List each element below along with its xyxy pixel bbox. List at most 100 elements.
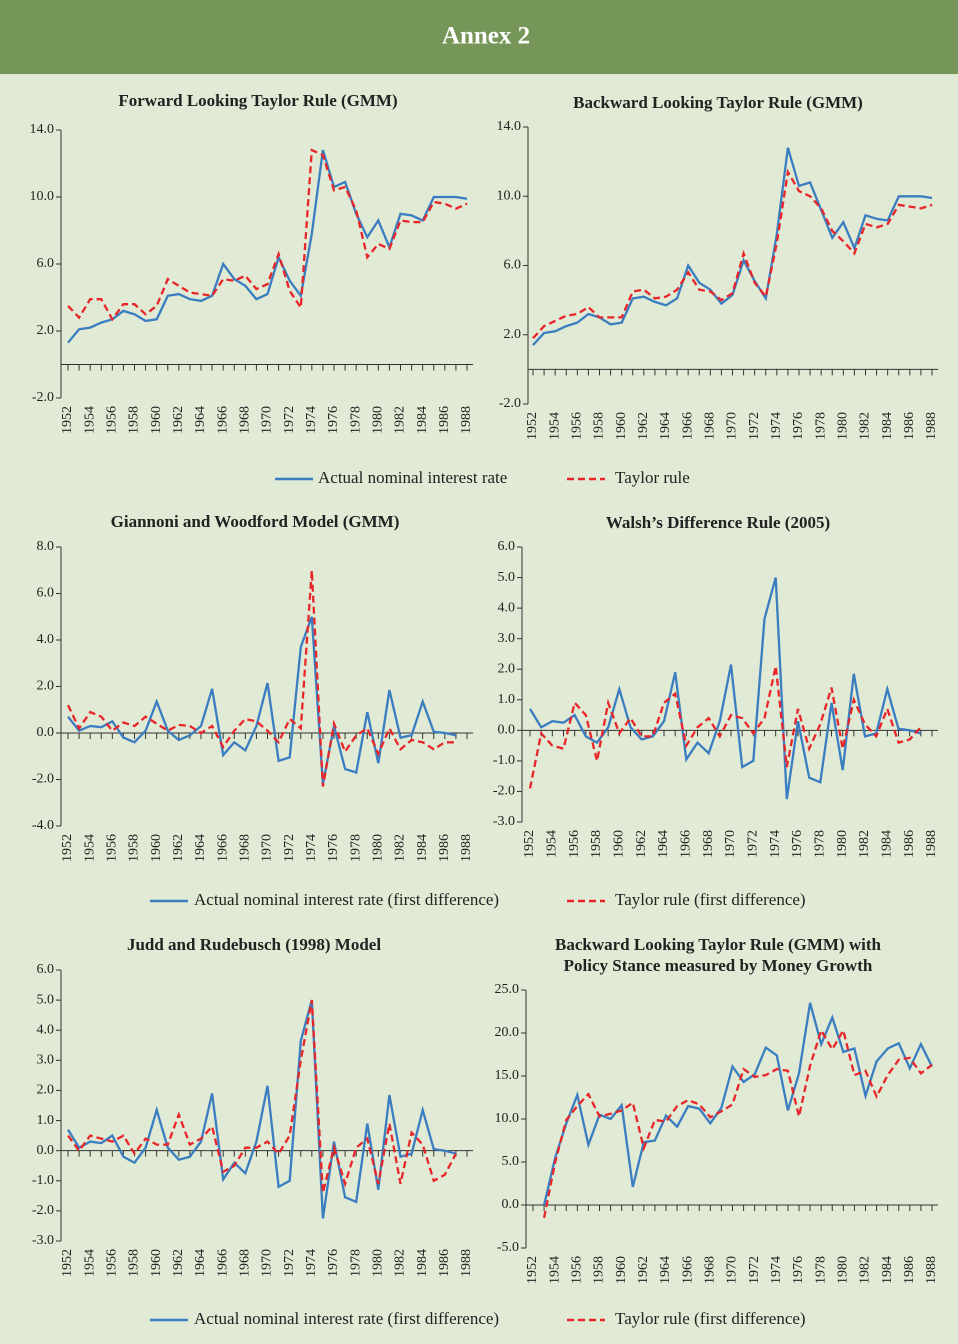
x-tick-label: 1984 (415, 834, 430, 862)
chart-title: Backward Looking Taylor Rule (GMM) (573, 93, 863, 112)
y-tick-label: 2.0 (37, 679, 55, 694)
x-tick-label: 1978 (348, 1249, 363, 1277)
x-tick-label: 1964 (193, 834, 208, 862)
legend-label: Actual nominal interest rate (first diff… (194, 1309, 499, 1328)
x-tick-label: 1978 (813, 830, 828, 858)
x-tick-label: 1954 (547, 1256, 562, 1284)
y-tick-label: 5.0 (502, 1154, 520, 1169)
chart-title: Giannoni and Woodford Model (GMM) (111, 512, 400, 531)
x-tick-label: 1978 (813, 412, 828, 440)
x-tick-label: 1960 (614, 1256, 629, 1284)
y-tick-label: 5.0 (37, 992, 55, 1007)
x-tick-label: 1968 (703, 412, 718, 440)
legend-label: Actual nominal interest rate (318, 468, 507, 487)
x-tick-label: 1978 (348, 834, 363, 862)
x-tick-label: 1956 (105, 1249, 120, 1277)
series-line (66, 570, 456, 787)
y-tick-label: 10.0 (495, 1111, 520, 1126)
x-tick-label: 1980 (371, 406, 386, 434)
x-tick-label: 1976 (790, 830, 805, 858)
y-tick-label: 25.0 (495, 982, 520, 997)
x-tick-label: 1968 (238, 1249, 253, 1277)
x-tick-label: 1976 (791, 412, 806, 440)
x-tick-label: 1980 (835, 830, 850, 858)
x-tick-label: 1954 (82, 1249, 97, 1277)
series-line (528, 665, 922, 789)
y-tick-label: -2.0 (493, 784, 515, 799)
x-tick-label: 1960 (149, 406, 164, 434)
x-tick-label: 1952 (60, 834, 75, 862)
x-tick-label: 1988 (924, 412, 939, 440)
y-tick-label: 5.0 (498, 570, 516, 585)
y-tick-label: -2.0 (32, 772, 54, 787)
x-tick-label: 1954 (547, 412, 562, 440)
x-tick-label: 1984 (880, 412, 895, 440)
x-tick-label: 1958 (127, 406, 142, 434)
y-tick-label: 14.0 (497, 119, 522, 134)
x-tick-label: 1974 (304, 406, 319, 434)
x-tick-label: 1970 (725, 412, 740, 440)
y-tick-label: 14.0 (30, 122, 55, 137)
series-line (67, 999, 457, 1194)
y-tick-label: 2.0 (37, 1083, 55, 1098)
x-tick-label: 1952 (60, 1249, 75, 1277)
y-tick-label: 0.0 (37, 725, 55, 740)
x-tick-label: 1964 (193, 1249, 208, 1277)
y-tick-label: 3.0 (498, 631, 516, 646)
x-tick-label: 1980 (371, 1249, 386, 1277)
x-tick-label: 1958 (589, 830, 604, 858)
x-tick-label: 1962 (171, 834, 186, 862)
x-tick-label: 1964 (658, 412, 673, 440)
x-tick-label: 1972 (282, 1249, 297, 1277)
x-tick-label: 1968 (703, 1256, 718, 1284)
x-tick-label: 1962 (634, 830, 649, 858)
y-tick-label: 0.0 (502, 1197, 520, 1212)
x-tick-label: 1966 (215, 834, 230, 862)
series-line (542, 1027, 933, 1219)
x-tick-label: 1952 (60, 406, 75, 434)
y-tick-label: -2.0 (32, 1203, 54, 1218)
x-tick-label: 1956 (570, 412, 585, 440)
y-tick-label: 6.0 (37, 962, 55, 977)
x-tick-label: 1958 (127, 834, 142, 862)
x-tick-label: 1964 (658, 1256, 673, 1284)
y-tick-label: -1.0 (493, 753, 515, 768)
x-tick-label: 1958 (127, 1249, 142, 1277)
x-tick-label: 1964 (193, 406, 208, 434)
x-tick-label: 1974 (304, 1249, 319, 1277)
legend-label: Taylor rule (615, 468, 690, 487)
x-tick-label: 1966 (680, 412, 695, 440)
x-tick-label: 1972 (282, 406, 297, 434)
x-tick-label: 1984 (880, 1256, 895, 1284)
x-tick-label: 1974 (768, 830, 783, 858)
y-tick-label: 15.0 (495, 1068, 520, 1083)
x-tick-label: 1988 (924, 830, 939, 858)
y-tick-label: 0.0 (498, 723, 516, 738)
y-tick-label: -1.0 (32, 1173, 54, 1188)
x-tick-label: 1972 (747, 1256, 762, 1284)
y-tick-label: 8.0 (37, 539, 55, 554)
x-tick-label: 1960 (149, 834, 164, 862)
x-tick-label: 1982 (858, 412, 873, 440)
x-tick-label: 1976 (326, 834, 341, 862)
y-tick-label: 1.0 (37, 1113, 55, 1128)
x-tick-label: 1974 (769, 1256, 784, 1284)
series-line (67, 616, 457, 785)
y-tick-label: 0.0 (37, 1143, 55, 1158)
y-tick-label: -3.0 (32, 1233, 54, 1248)
x-tick-label: 1962 (636, 412, 651, 440)
series-line (67, 999, 457, 1219)
y-tick-label: 20.0 (495, 1025, 520, 1040)
x-tick-label: 1960 (612, 830, 627, 858)
x-tick-label: 1958 (592, 412, 607, 440)
x-tick-label: 1984 (880, 830, 895, 858)
x-tick-label: 1968 (701, 830, 716, 858)
y-tick-label: -2.0 (499, 396, 521, 411)
y-tick-label: 6.0 (37, 586, 55, 601)
x-tick-label: 1976 (326, 1249, 341, 1277)
y-tick-label: 2.0 (504, 327, 522, 342)
x-tick-label: 1986 (902, 1256, 917, 1284)
x-tick-label: 1952 (525, 412, 540, 440)
y-tick-label: 10.0 (497, 188, 522, 203)
x-tick-label: 1956 (105, 834, 120, 862)
